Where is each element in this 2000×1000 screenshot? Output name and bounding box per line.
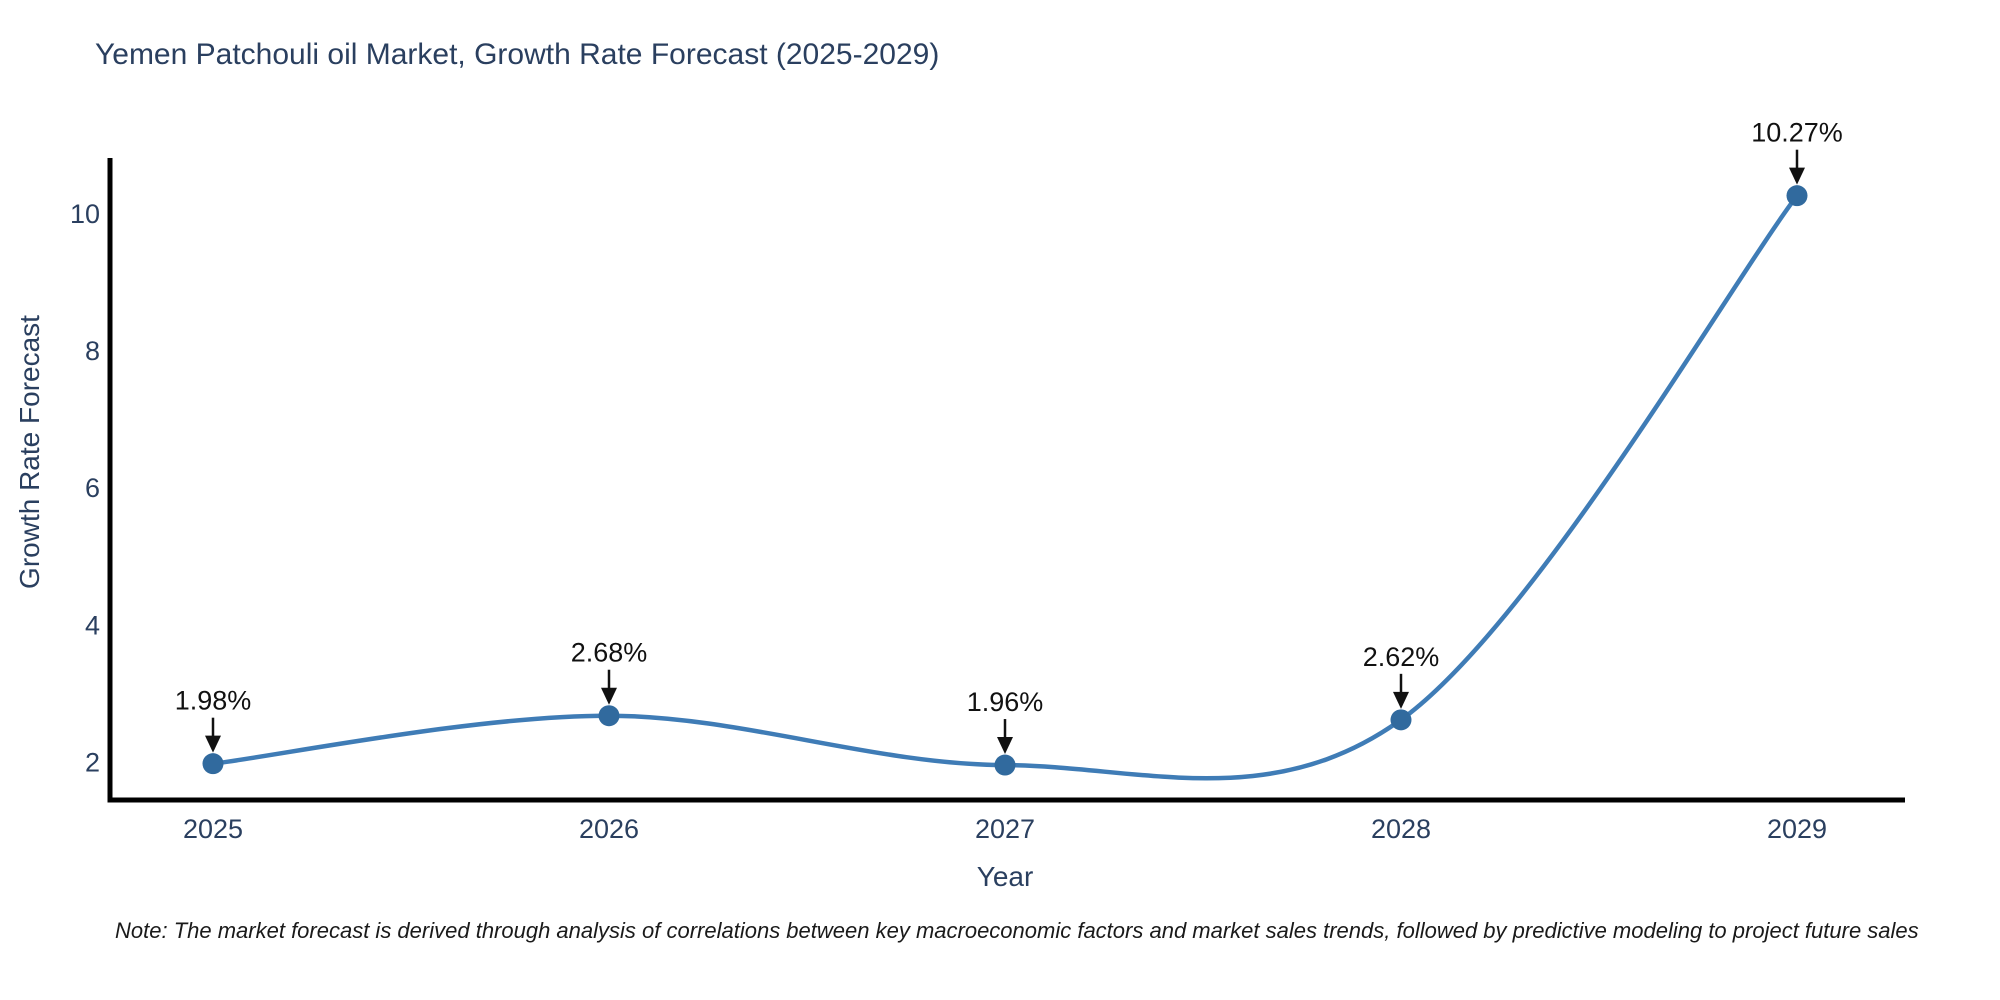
annotation-label: 10.27% (1751, 118, 1843, 148)
annotation-label: 1.98% (175, 686, 252, 716)
x-tick-label: 2028 (1371, 814, 1431, 844)
y-tick-label: 4 (85, 610, 100, 640)
annotation-arrowhead-icon (1393, 691, 1409, 709)
annotation-arrowhead-icon (997, 737, 1013, 755)
y-tick-label: 6 (85, 473, 100, 503)
y-tick-label: 10 (70, 199, 100, 229)
y-tick-label: 2 (85, 747, 100, 777)
chart-title: Yemen Patchouli oil Market, Growth Rate … (95, 38, 940, 71)
x-tick-label: 2029 (1767, 814, 1827, 844)
annotation-arrowhead-icon (1789, 167, 1805, 185)
data-point-marker[interactable] (202, 753, 224, 775)
x-tick-label: 2025 (183, 814, 243, 844)
annotation-label: 1.96% (967, 687, 1044, 717)
axis-lines (107, 158, 1905, 803)
x-tick-label: 2026 (579, 814, 639, 844)
data-point-marker[interactable] (598, 705, 620, 727)
annotation-label: 2.62% (1363, 642, 1440, 672)
annotation-label: 2.68% (571, 638, 648, 668)
data-point-marker[interactable] (1786, 185, 1808, 207)
data-point-marker[interactable] (994, 754, 1016, 776)
y-axis-title: Growth Rate Forecast (14, 315, 45, 589)
annotation-arrowhead-icon (205, 735, 221, 753)
annotation-arrowhead-icon (601, 687, 617, 705)
footnote: Note: The market forecast is derived thr… (115, 918, 1919, 943)
data-point-marker[interactable] (1390, 709, 1412, 731)
series-line (210, 193, 1800, 781)
y-tick-label: 8 (85, 336, 100, 366)
x-tick-label: 2027 (975, 814, 1035, 844)
x-axis-title: Year (976, 861, 1034, 892)
